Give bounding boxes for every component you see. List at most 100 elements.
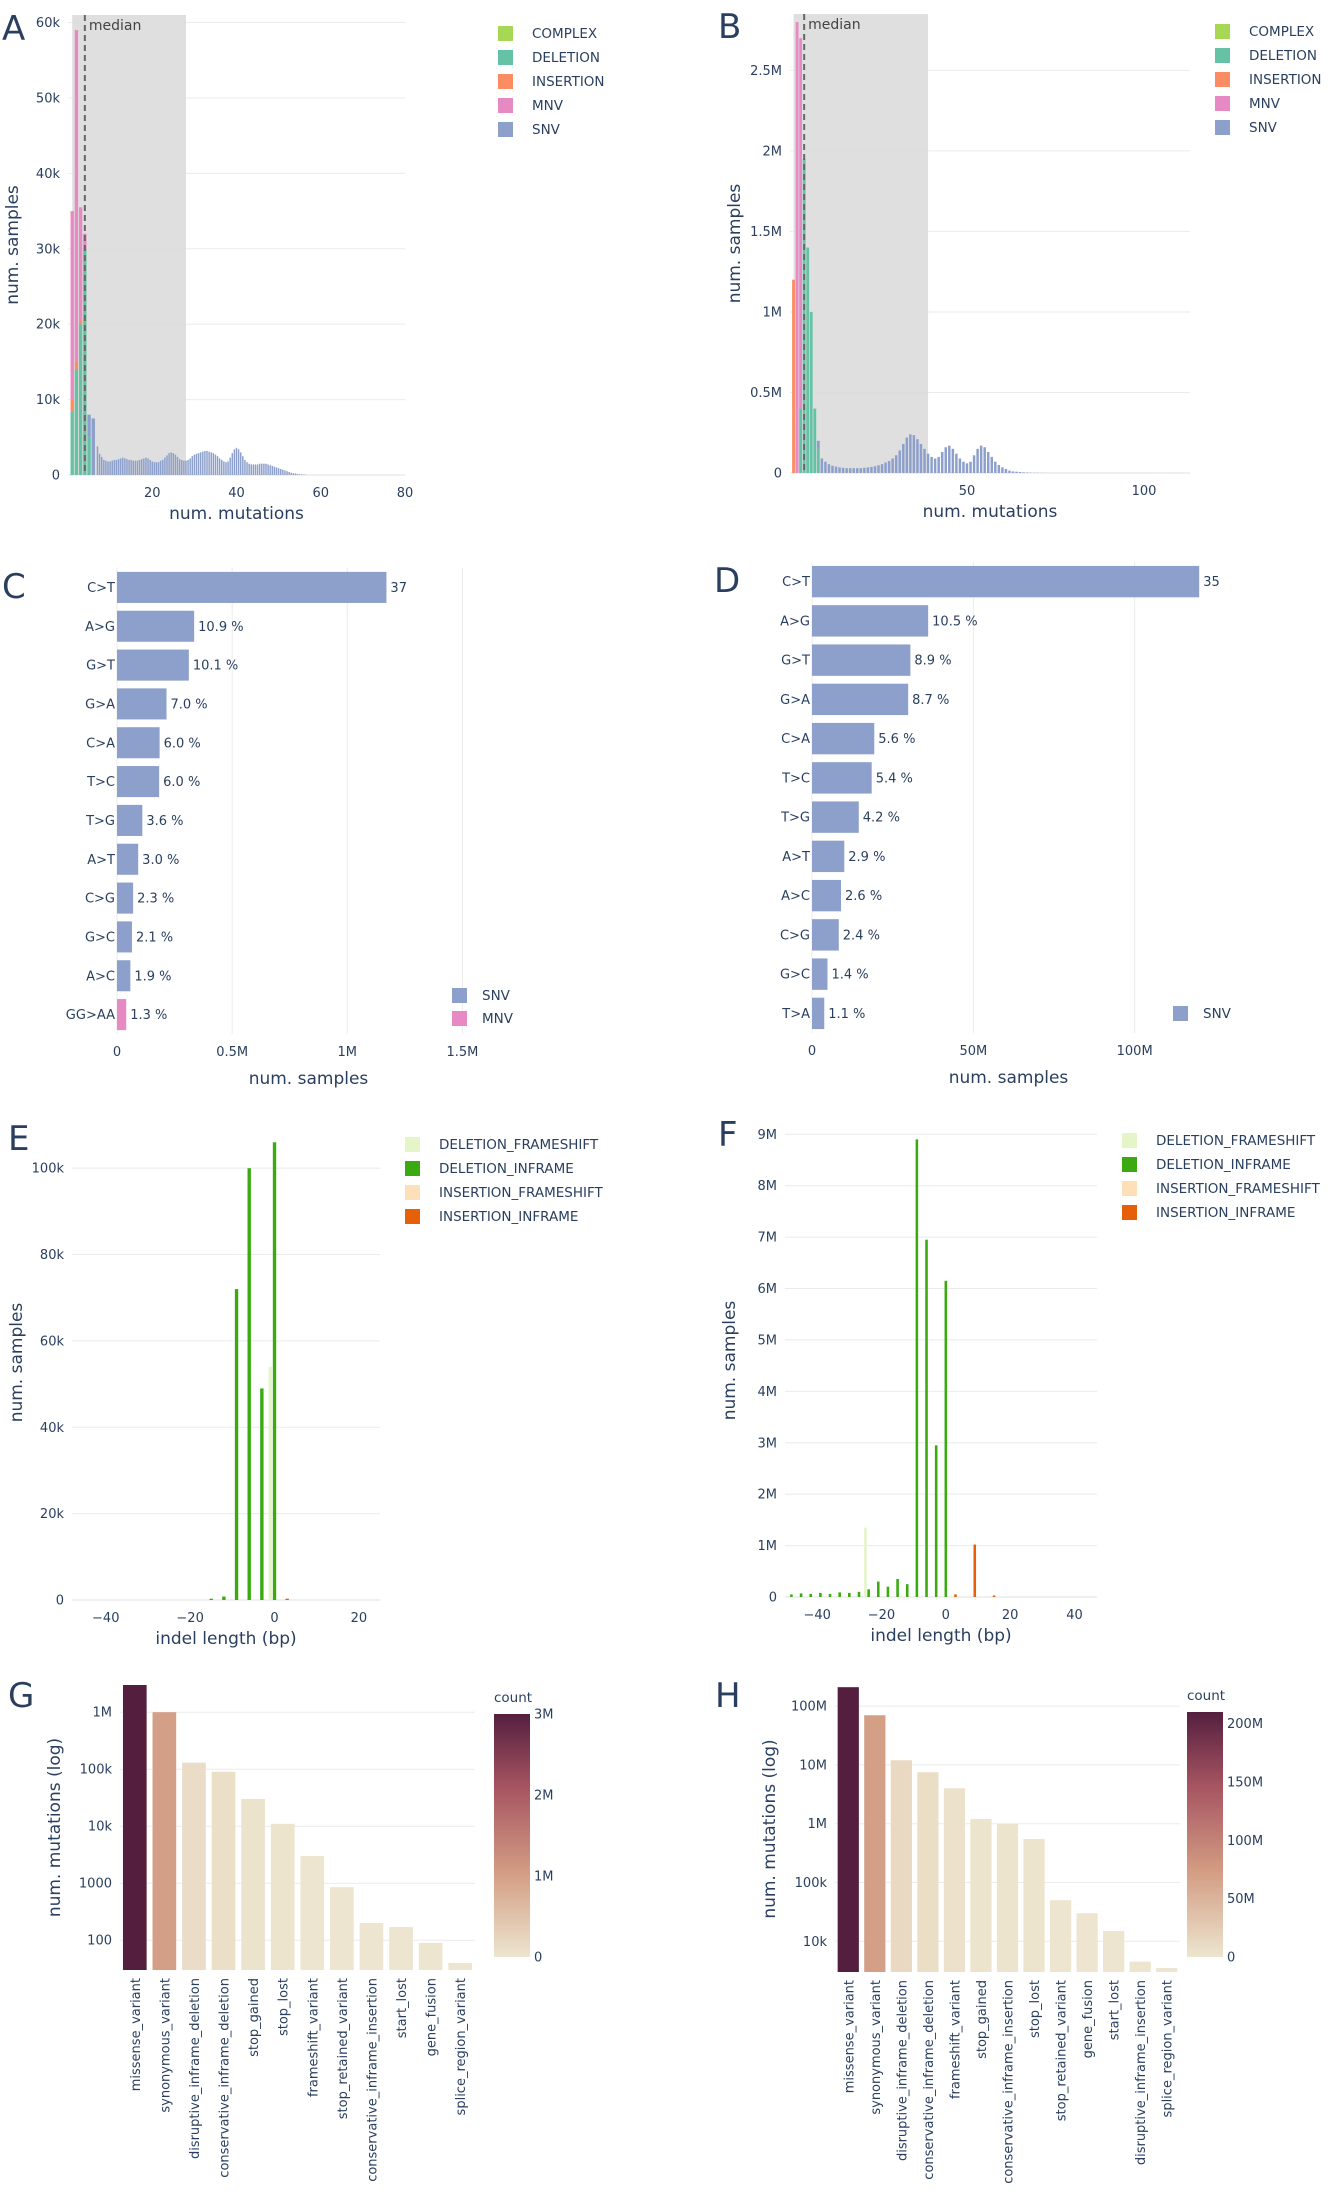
colorbar-title: count	[494, 1690, 532, 1706]
bar	[919, 444, 923, 473]
legend-label: DELETION_FRAMESHIFT	[1156, 1133, 1316, 1149]
bar	[926, 453, 930, 473]
legend-label: COMPLEX	[1249, 24, 1314, 40]
y-tick-label: G>A	[780, 693, 810, 708]
x-tick-label: gene_fusion	[1081, 1980, 1096, 2058]
bar	[848, 1592, 851, 1597]
y-tick-label: 1M	[808, 1817, 828, 1832]
bar	[831, 465, 834, 473]
panel-letter: G	[8, 1676, 34, 1716]
median-annotation: median	[808, 17, 860, 33]
data-label: 3.0 %	[142, 853, 179, 868]
data-label: 1.3 %	[130, 1008, 167, 1023]
bar	[827, 464, 831, 473]
bar	[288, 471, 290, 475]
bar	[976, 448, 979, 473]
bar	[809, 1593, 813, 1597]
bar	[248, 463, 250, 475]
y-tick-label: 6M	[758, 1282, 778, 1297]
bar	[91, 418, 95, 475]
bar	[937, 456, 940, 473]
shaded-region	[793, 14, 929, 473]
bar	[117, 610, 195, 642]
y-axis-title: num. samples	[725, 184, 745, 304]
bar	[145, 457, 147, 475]
x-tick-label: 0	[808, 1044, 816, 1059]
chart-panel-c: C 0 0.5M 1M 1.5M C>T 37 A>G 10.9 % G>T 10.1 % G>A 7.…	[2, 567, 514, 1089]
bar	[221, 459, 223, 475]
bar	[799, 1593, 803, 1597]
bar	[806, 247, 810, 473]
bar	[848, 468, 852, 473]
data-label: 6.0 %	[163, 775, 200, 790]
x-tick-label: 20	[351, 1611, 368, 1626]
x-tick-label: 40	[228, 486, 245, 501]
bar	[117, 960, 131, 992]
x-tick-label: −40	[803, 1608, 830, 1623]
bar	[225, 462, 227, 475]
bar	[227, 461, 229, 475]
bar	[191, 456, 194, 475]
x-tick-label: 0	[270, 1611, 278, 1626]
panel-letter: D	[714, 561, 740, 601]
legend-swatch	[405, 1161, 420, 1176]
bar	[856, 468, 859, 473]
bar	[799, 38, 803, 409]
legend-label: INSERTION_INFRAME	[439, 1209, 578, 1225]
bar	[178, 459, 181, 475]
bar	[812, 919, 839, 951]
legend-label: SNV	[1249, 120, 1278, 136]
bar	[812, 683, 909, 716]
bar	[790, 1594, 793, 1597]
bar	[1076, 1913, 1098, 1972]
bar	[290, 472, 292, 475]
x-tick-label: missense_variant	[842, 1980, 857, 2093]
bar	[1001, 467, 1004, 473]
y-tick-label: 1.5M	[750, 225, 782, 240]
bar	[130, 459, 132, 475]
y-tick-label: 7M	[758, 1231, 778, 1246]
y-tick-label: 10k	[803, 1935, 828, 1950]
bar	[812, 644, 911, 676]
bar	[923, 448, 926, 473]
bar	[294, 473, 297, 475]
bar	[912, 435, 916, 473]
bar	[172, 453, 175, 475]
x-tick-label: 0	[113, 1045, 121, 1060]
colorbar-tick-label: 0	[1227, 1951, 1235, 1966]
legend-label: DELETION	[532, 50, 600, 66]
legend-swatch	[1122, 1205, 1137, 1220]
chart-panel-a: A 0 10k 20k 30k 40k 50k 60k num. samples 20 40 60 80…	[2, 9, 605, 524]
chart-panel-g: G 100 1000 10k 100k 1M num. mutations (log) mis…	[8, 1676, 554, 2182]
bar	[1018, 472, 1022, 473]
y-tick-label: 1M	[763, 305, 783, 320]
bar	[136, 460, 139, 475]
bar	[260, 1388, 264, 1600]
bar	[1022, 472, 1025, 473]
x-tick-label: frameshift_variant	[306, 1978, 321, 2097]
legend-label: INSERTION_INFRAME	[1156, 1205, 1295, 1221]
legend-swatch	[1122, 1157, 1137, 1172]
bar	[834, 466, 838, 473]
bar	[117, 999, 127, 1031]
bar	[859, 468, 863, 473]
y-tick-label: 100k	[795, 1876, 828, 1891]
bar	[229, 457, 231, 475]
bar	[905, 437, 909, 473]
bar	[863, 467, 866, 473]
x-tick-label: −20	[176, 1611, 203, 1626]
data-label: 8.9 %	[914, 654, 951, 669]
bar	[955, 453, 958, 473]
bar	[857, 1591, 861, 1597]
bar	[212, 453, 215, 475]
bar	[962, 461, 965, 473]
bar	[905, 1584, 909, 1597]
legend-swatch	[1122, 1181, 1137, 1196]
bar	[812, 997, 825, 1030]
bar	[816, 440, 820, 449]
bar	[891, 458, 894, 473]
bar	[812, 801, 859, 833]
legend-label: INSERTION	[1249, 72, 1322, 88]
legend-label: MNV	[482, 1011, 514, 1027]
data-label: 4.2 %	[863, 811, 900, 826]
